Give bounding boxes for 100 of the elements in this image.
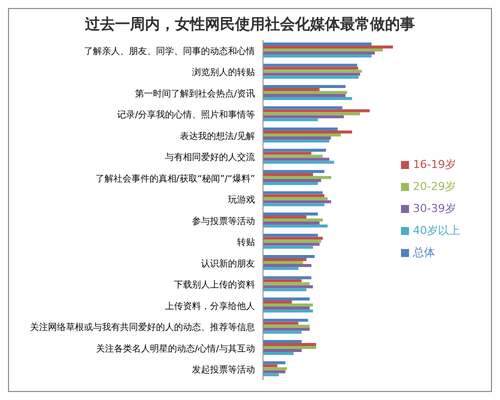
bar bbox=[263, 261, 304, 264]
bar bbox=[263, 340, 302, 344]
y-tick-label: 下载别人上传的资料 bbox=[174, 280, 255, 291]
y-tick-label: 表达我的想法/见解 bbox=[180, 130, 255, 142]
bar bbox=[263, 330, 302, 334]
bar bbox=[263, 191, 323, 194]
bar bbox=[263, 212, 318, 216]
legend-label: 总体 bbox=[413, 246, 435, 259]
bar bbox=[263, 361, 286, 364]
bar bbox=[263, 130, 352, 134]
bar bbox=[263, 200, 332, 204]
chart-title: 过去一周内，女性网民使用社会化媒体最常做的事 bbox=[84, 15, 416, 34]
bar bbox=[263, 106, 342, 110]
bar bbox=[263, 158, 330, 161]
bar bbox=[263, 300, 292, 304]
legend-label: 16-19岁 bbox=[413, 158, 456, 171]
bar bbox=[263, 324, 310, 328]
bar bbox=[263, 182, 318, 186]
bar bbox=[263, 318, 308, 322]
bar bbox=[263, 304, 313, 307]
y-tick-label: 发起投票等活动 bbox=[192, 364, 255, 376]
bar bbox=[263, 54, 372, 58]
bar bbox=[263, 128, 338, 131]
y-tick-label: 参与投票等活动 bbox=[192, 216, 255, 227]
bar bbox=[263, 322, 298, 325]
bar bbox=[263, 97, 352, 100]
bar bbox=[263, 255, 315, 258]
bar bbox=[263, 109, 370, 112]
y-tick-label: 关注网络草根或与我有共同爱好的人的动态、推荐等信息 bbox=[30, 322, 255, 334]
bar bbox=[263, 176, 332, 180]
bar bbox=[263, 240, 322, 243]
bar bbox=[263, 148, 326, 152]
bar bbox=[263, 140, 330, 143]
bar bbox=[263, 42, 372, 46]
bar bbox=[263, 216, 306, 219]
bar bbox=[263, 234, 318, 237]
y-tick-label: 上传资料，分享给他人 bbox=[165, 300, 255, 312]
bar bbox=[263, 328, 310, 331]
bar bbox=[263, 306, 310, 310]
bar bbox=[263, 242, 320, 246]
bar bbox=[263, 194, 324, 198]
bar bbox=[263, 94, 346, 98]
y-tick-label: 记录/分享我的心情、照片和事情等 bbox=[116, 110, 255, 121]
bar bbox=[263, 179, 322, 182]
bar bbox=[263, 218, 323, 222]
bar bbox=[263, 136, 331, 140]
legend-label: 20-29岁 bbox=[413, 180, 456, 193]
bar bbox=[263, 224, 328, 228]
bar bbox=[263, 152, 312, 155]
bar bbox=[263, 264, 312, 268]
bar bbox=[263, 236, 323, 240]
bar bbox=[263, 154, 323, 158]
bar bbox=[263, 203, 324, 206]
y-tick-label: 浏览别人的转贴 bbox=[192, 67, 255, 78]
y-tick-label: 了解亲人、朋友、同学、同事的动态和心情 bbox=[84, 46, 255, 57]
bar bbox=[263, 343, 316, 346]
bar bbox=[263, 112, 360, 116]
bar bbox=[263, 48, 383, 52]
bar bbox=[263, 285, 313, 288]
bar bbox=[263, 258, 306, 262]
bar bbox=[263, 279, 302, 282]
bar bbox=[263, 352, 294, 356]
bar bbox=[263, 91, 348, 94]
bar bbox=[263, 310, 313, 313]
y-tick-label: 转贴 bbox=[237, 237, 255, 248]
bar bbox=[263, 370, 286, 374]
bar bbox=[263, 115, 344, 118]
bar bbox=[263, 173, 314, 176]
bar bbox=[263, 276, 312, 280]
bar bbox=[263, 134, 341, 137]
bar bbox=[263, 88, 320, 92]
bar bbox=[263, 267, 298, 270]
bar bbox=[263, 76, 359, 79]
bar bbox=[263, 52, 375, 55]
bar bbox=[263, 282, 310, 286]
y-tick-label: 关注各类名人明星的动态/心情/与其互动 bbox=[96, 343, 255, 354]
bar bbox=[263, 66, 358, 70]
bar bbox=[263, 46, 393, 49]
bar bbox=[263, 64, 358, 67]
bar bbox=[263, 246, 314, 249]
legend-label: 30-39岁 bbox=[413, 202, 456, 215]
bar bbox=[263, 118, 318, 122]
bar bbox=[263, 367, 288, 370]
bar bbox=[263, 364, 278, 368]
y-tick-label: 第一时间了解到社会热点/资讯 bbox=[134, 88, 255, 100]
bar bbox=[263, 72, 360, 76]
bar bbox=[263, 197, 328, 200]
legend-label: 40岁以上 bbox=[413, 224, 460, 237]
y-tick-label: 认识新的朋友 bbox=[201, 258, 255, 270]
bar bbox=[263, 346, 316, 350]
bar bbox=[263, 70, 362, 73]
bar bbox=[263, 222, 320, 225]
bar bbox=[263, 170, 324, 174]
bar bbox=[263, 298, 310, 301]
y-tick-label: 玩游戏 bbox=[228, 194, 255, 206]
bar bbox=[263, 160, 334, 164]
y-tick-label: 了解社会事件的真相/获取“秘闻”/“爆料” bbox=[95, 173, 255, 184]
bar bbox=[263, 349, 302, 352]
y-tick-label: 与有相同爱好的人交流 bbox=[165, 152, 255, 164]
bar bbox=[263, 288, 306, 292]
